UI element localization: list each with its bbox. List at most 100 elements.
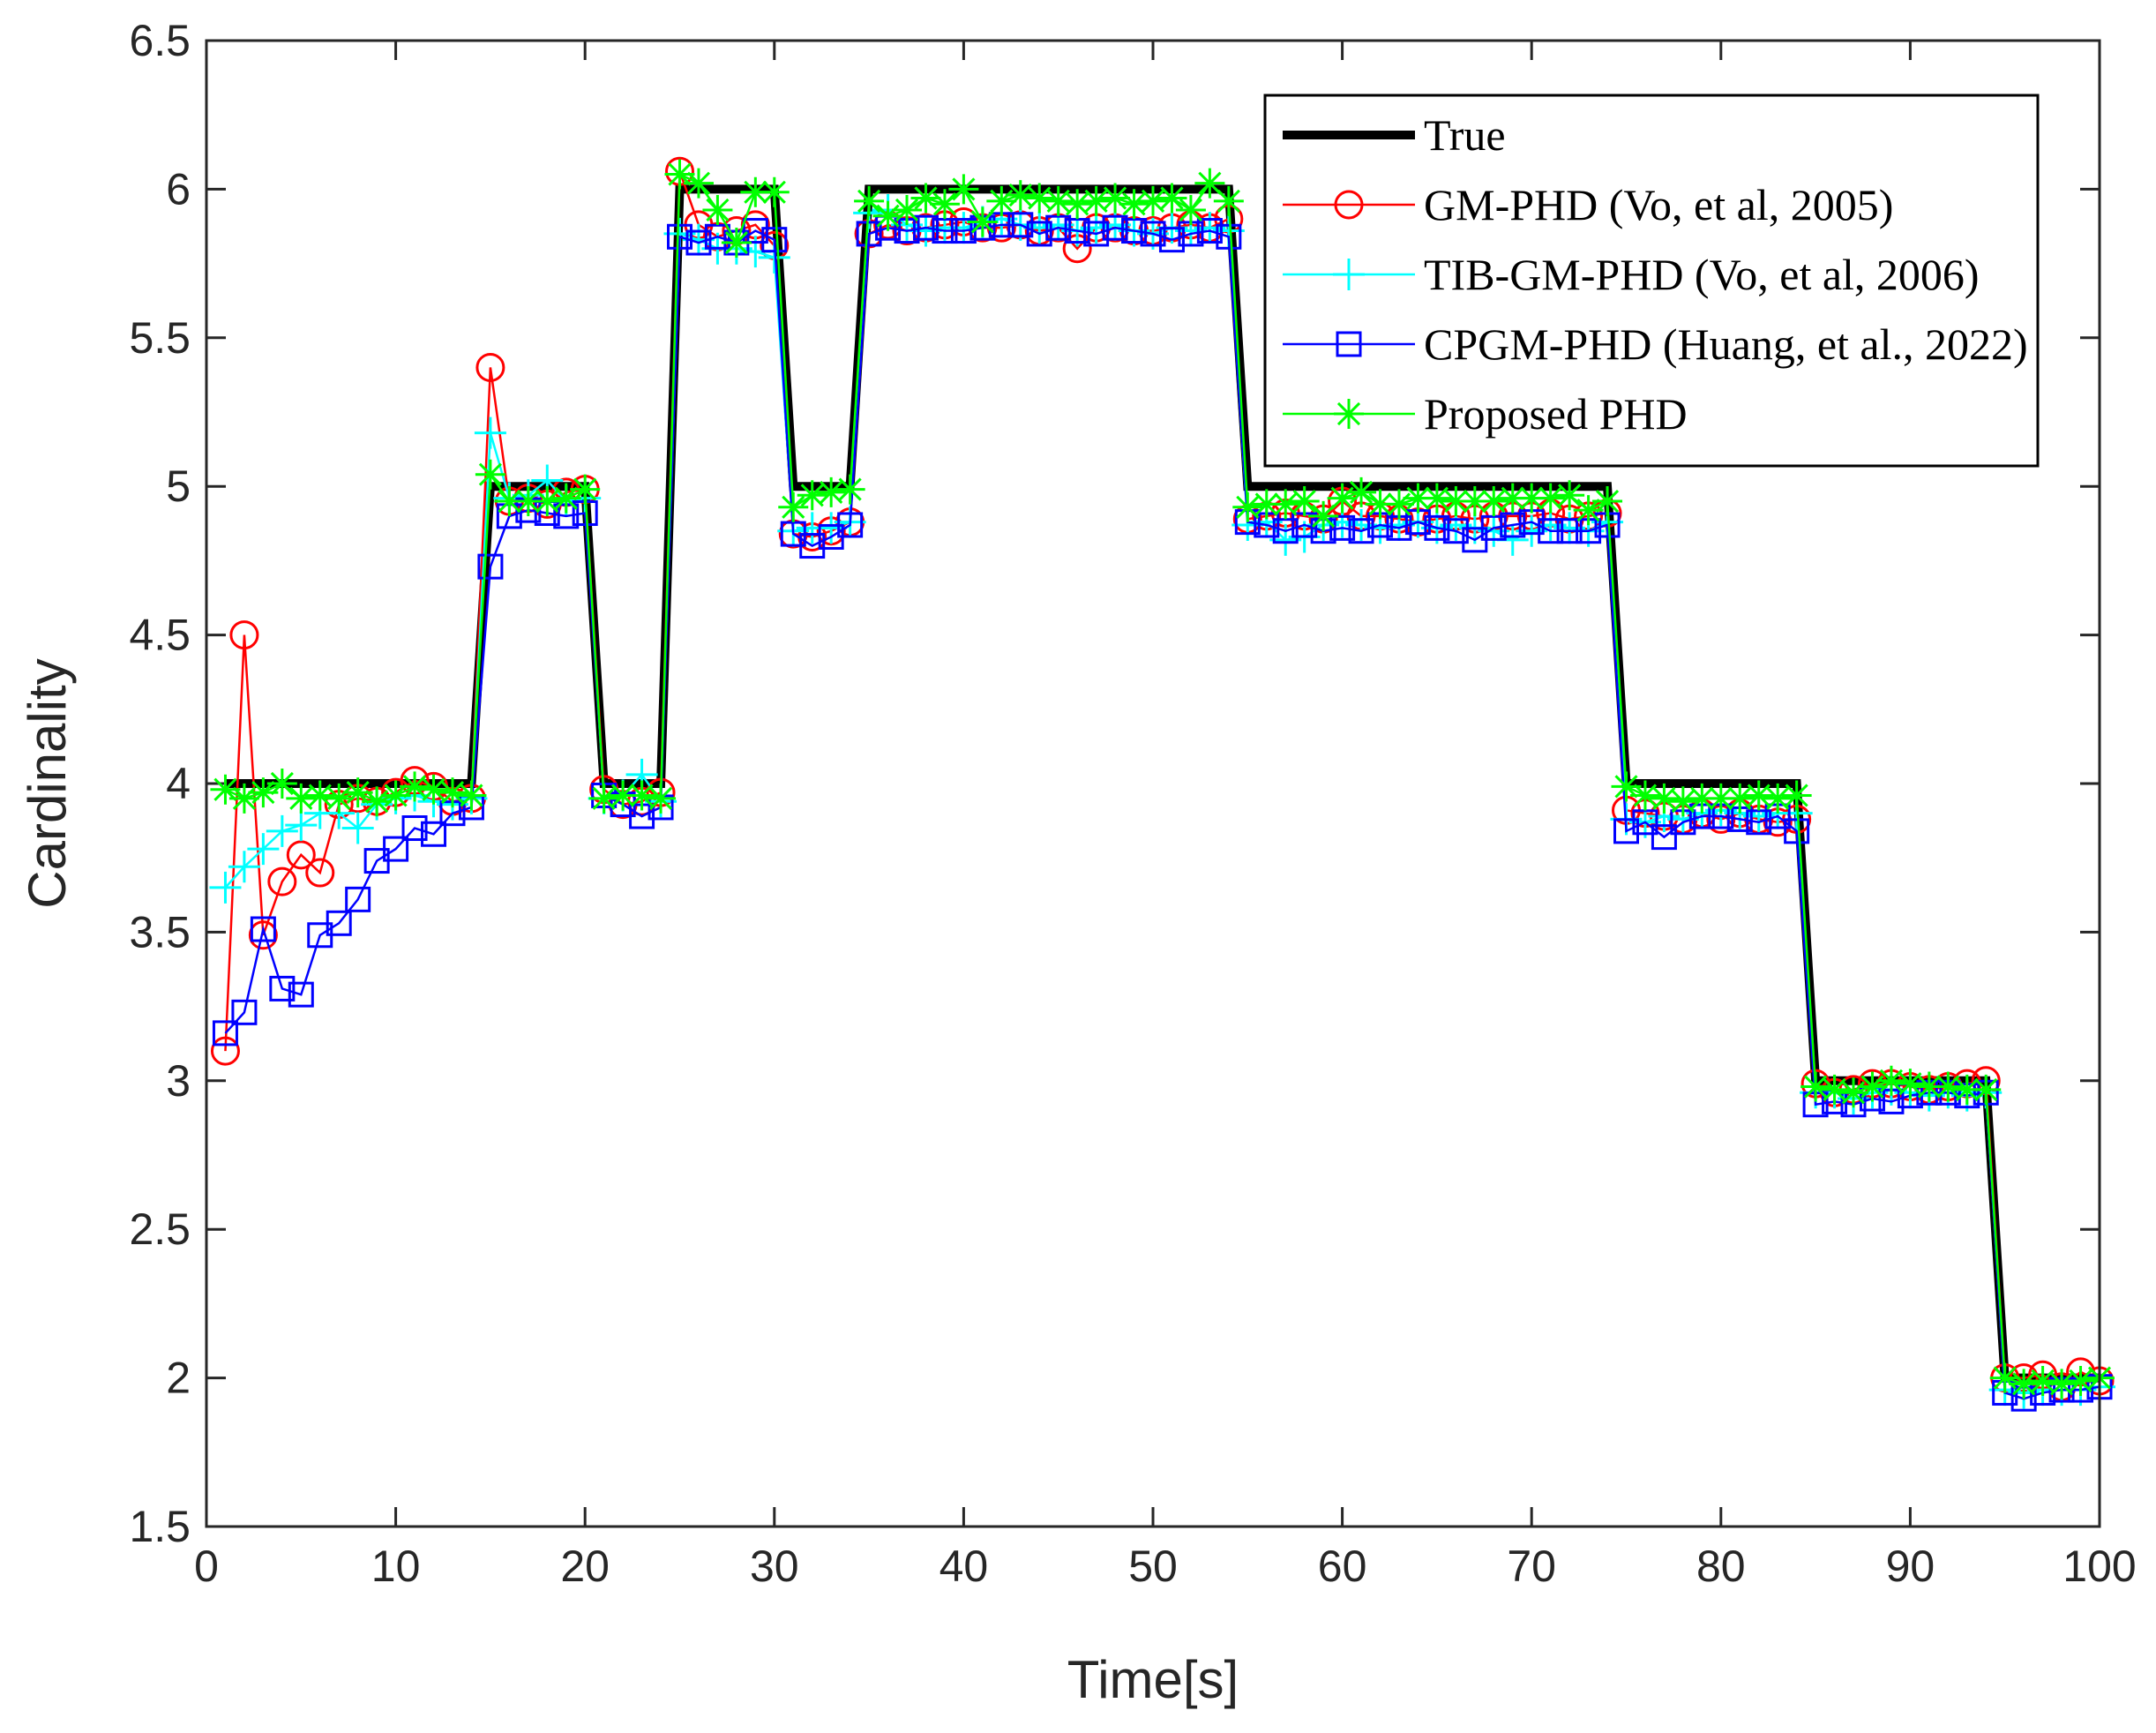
data-point-proposed-phd [1138, 185, 1168, 216]
data-point-proposed-phd [380, 780, 411, 811]
data-point-cpgm-phd-huang-et-al-2022 [269, 975, 296, 1002]
legend-label: TIB-GM-PHD (Vo, et al, 2006) [1424, 250, 1980, 299]
data-point-proposed-phd [740, 176, 771, 207]
data-point-cpgm-phd-huang-et-al-2022 [1196, 218, 1223, 244]
data-point-proposed-phd [266, 769, 297, 799]
data-point-cpgm-phd-huang-et-al-2022 [667, 223, 692, 250]
legend-swatch-marker [1334, 399, 1364, 429]
data-point-cpgm-phd-huang-et-al-2022 [932, 218, 958, 244]
data-point-proposed-phd [1763, 783, 1793, 814]
data-point-cpgm-phd-huang-et-al-2022 [1045, 214, 1072, 241]
data-point-proposed-phd [1725, 783, 1755, 814]
x-tick-labels: 0 10 20 30 40 50 60 70 80 90 100 [194, 1542, 2137, 1591]
data-point-cpgm-phd-huang-et-al-2022 [401, 815, 428, 842]
data-point-cpgm-phd-huang-et-al-2022 [421, 821, 447, 847]
data-point-proposed-phd [1573, 495, 1604, 526]
data-point-cpgm-phd-huang-et-al-2022 [685, 229, 712, 256]
data-point-proposed-phd [1289, 486, 1320, 517]
data-point-proposed-phd [2065, 1365, 2096, 1396]
data-point-gm-phd-vo-et-al-2005 [210, 1036, 240, 1066]
data-point-proposed-phd [228, 783, 259, 814]
data-point-proposed-phd [475, 459, 505, 490]
data-point-proposed-phd [1062, 189, 1093, 220]
data-point-proposed-phd [1308, 500, 1339, 531]
data-point-proposed-phd [967, 206, 998, 237]
y-tick-label: 6 [166, 164, 191, 214]
x-tick-label: 40 [940, 1542, 989, 1591]
data-point-proposed-phd [759, 176, 790, 207]
data-point-cpgm-phd-huang-et-al-2022 [1613, 818, 1639, 844]
data-point-tib-gm-phd-vo-et-al-2006 [474, 416, 506, 449]
data-point-proposed-phd [570, 474, 601, 505]
data-point-proposed-phd [1800, 1071, 1831, 1102]
data-point-cpgm-phd-huang-et-al-2022 [212, 1020, 238, 1047]
data-point-proposed-phd [608, 780, 639, 811]
data-point-cpgm-phd-huang-et-al-2022 [477, 553, 504, 580]
y-tick-label: 4.5 [129, 611, 191, 660]
data-point-proposed-phd [1611, 771, 1642, 802]
data-point-proposed-phd [1857, 1071, 1888, 1102]
data-point-cpgm-phd-huang-et-al-2022 [1158, 227, 1185, 253]
data-point-proposed-phd [456, 780, 487, 811]
data-point-proposed-phd [1421, 483, 1452, 514]
y-tick-labels: 1.5 2 2.5 3 3.5 4 4.5 5 5.5 6 6.5 [129, 16, 191, 1551]
data-point-proposed-phd [324, 783, 355, 814]
data-point-proposed-phd [1971, 1074, 2002, 1105]
data-point-proposed-phd [1913, 1071, 1944, 1102]
data-point-proposed-phd [513, 486, 543, 517]
data-point-cpgm-phd-huang-et-al-2022 [1140, 221, 1166, 247]
data-point-proposed-phd [1327, 483, 1358, 514]
x-tick-label: 50 [1128, 1542, 1178, 1591]
data-point-proposed-phd [1119, 189, 1149, 220]
legend: True GM-PHD (Vo, et al, 2005) TIB-GM-PHD (… [1263, 94, 2040, 468]
x-tick-label: 0 [194, 1542, 219, 1591]
y-tick-label: 3 [166, 1056, 191, 1106]
data-point-proposed-phd [835, 474, 865, 505]
data-point-proposed-phd [1838, 1077, 1869, 1108]
data-point-proposed-phd [646, 783, 677, 814]
x-tick-label: 90 [1886, 1542, 1935, 1591]
data-point-cpgm-phd-huang-et-al-2022 [1102, 214, 1128, 241]
data-point-tib-gm-phd-vo-et-al-2006 [209, 871, 242, 904]
data-point-cpgm-phd-huang-et-al-2022 [1272, 518, 1299, 544]
data-point-proposed-phd [1479, 486, 1509, 517]
data-point-cpgm-phd-huang-et-al-2022 [1632, 809, 1658, 836]
y-tick-label: 3.5 [129, 907, 191, 957]
data-point-proposed-phd [2047, 1369, 2077, 1399]
data-point-proposed-phd [210, 774, 241, 805]
data-point-proposed-phd [1441, 486, 1471, 517]
data-point-cpgm-phd-huang-et-al-2022 [1651, 824, 1677, 851]
data-point-proposed-phd [1819, 1074, 1850, 1105]
data-point-tib-gm-phd-vo-et-al-2006 [228, 851, 260, 883]
y-tick-label: 6.5 [129, 16, 191, 65]
data-point-cpgm-phd-huang-et-al-2022 [1556, 518, 1583, 544]
data-point-proposed-phd [1346, 476, 1377, 507]
data-point-proposed-phd [1005, 180, 1036, 211]
data-point-proposed-phd [400, 771, 430, 802]
legend-swatch-marker [1336, 331, 1362, 357]
data-point-proposed-phd [1951, 1074, 1982, 1105]
data-point-proposed-phd [1100, 183, 1131, 214]
data-point-cpgm-phd-huang-et-al-2022 [1083, 221, 1110, 247]
data-point-proposed-phd [854, 185, 885, 216]
y-tick-label: 5 [166, 461, 191, 511]
data-point-proposed-phd [1251, 489, 1282, 520]
data-point-proposed-phd [1383, 489, 1414, 520]
data-point-proposed-phd [910, 183, 941, 214]
data-point-proposed-phd [1232, 491, 1263, 522]
data-point-proposed-phd [986, 185, 1017, 216]
x-tick-label: 20 [560, 1542, 610, 1591]
data-point-proposed-phd [1989, 1362, 2020, 1393]
data-point-cpgm-phd-huang-et-al-2022 [912, 214, 939, 241]
data-point-cpgm-phd-huang-et-al-2022 [288, 981, 314, 1008]
data-point-tib-gm-phd-vo-et-al-2006 [247, 833, 280, 866]
x-tick-label: 60 [1318, 1542, 1367, 1591]
legend-label: CPGM-PHD (Huang, et al., 2022) [1424, 319, 2028, 369]
data-point-proposed-phd [532, 486, 563, 517]
data-point-proposed-phd [1270, 489, 1301, 520]
x-tick-label: 10 [371, 1542, 421, 1591]
series-layer [209, 156, 2115, 1412]
data-point-gm-phd-vo-et-al-2005 [248, 920, 278, 950]
y-tick-label: 1.5 [129, 1502, 191, 1551]
data-point-gm-phd-vo-et-al-2005 [267, 866, 297, 897]
